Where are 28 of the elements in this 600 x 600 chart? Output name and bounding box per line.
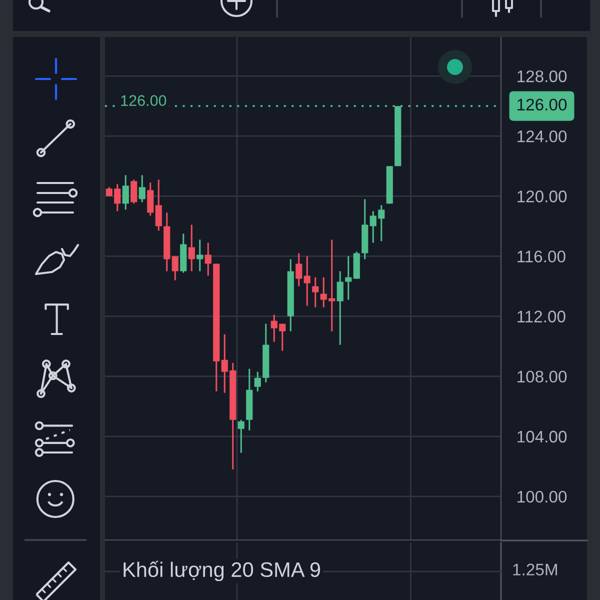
y-tick-label: 108.00 [518,370,567,383]
candlestick [188,224,195,272]
text: 1.25M [513,564,557,576]
candlestick [304,255,310,307]
candlestick [254,371,261,392]
candlestick [238,419,244,454]
candlestick [196,238,204,272]
ref-line-label: 126.00 [121,95,166,106]
candlestick [147,182,154,216]
candlestick [312,276,319,308]
y-tick-label: 128.00 [518,70,567,82]
y-tick-label: 104.00 [518,430,567,443]
candlestick [204,242,212,276]
text: Khối lượng 20 SMA 9 [124,560,320,582]
y-tick-label: 112.00 [518,310,566,322]
candlestick [130,178,138,204]
candlestick [296,252,302,288]
candlestick [345,255,352,301]
candlestick [172,255,178,282]
candlestick [155,178,162,232]
y-tick-label: 120.00 [518,190,567,202]
y-tick-label: 116.00 [518,250,566,262]
candlestick [122,174,129,210]
candlestick [336,270,344,346]
candlestick [138,174,146,203]
y-tick-label: 124.00 [518,130,567,142]
y-tick-label: 100.00 [518,490,567,503]
text: 126.00 [518,98,567,111]
